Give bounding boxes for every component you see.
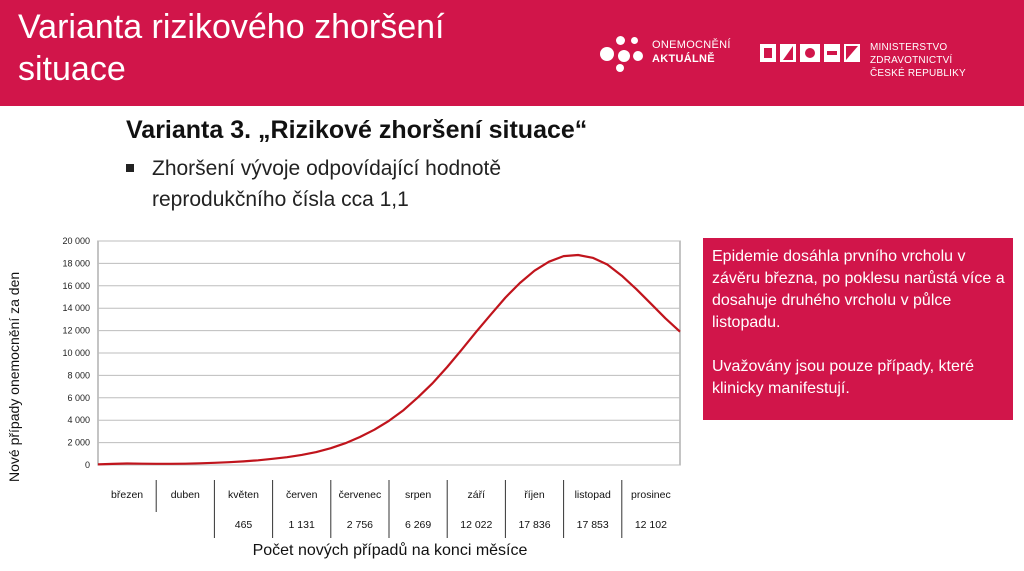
y-tick-label: 2 000 (67, 438, 90, 448)
ministry-line-1: MINISTERSTVO ZDRAVOTNICTVÍ (870, 42, 953, 66)
y-tick-label: 0 (85, 460, 90, 470)
x-category-label: březen (111, 489, 143, 501)
x-category-label: duben (171, 489, 200, 501)
x-category-label: červenec (339, 489, 382, 501)
series-line (97, 253, 681, 466)
bullet-text: Zhoršení vývoje odpovídající hodnotě rep… (152, 157, 502, 211)
callout-paragraph-1: Epidemie dosáhla prvního vrcholu v závěr… (712, 248, 1005, 331)
square-bullet-icon (126, 164, 134, 172)
info-callout: Epidemie dosáhla prvního vrcholu v závěr… (703, 238, 1013, 420)
x-axis-title: Počet nových případů na konci měsíce (252, 542, 528, 559)
month-end-count: 1 131 (289, 519, 315, 531)
logo-line-1: ONEMOCNĚNÍ (652, 39, 731, 51)
epidemic-line-chart: 0 2 000 4 000 6 000 8 000 10 000 12 000 14 000 1… (62, 236, 681, 538)
y-tick-label: 14 000 (62, 303, 90, 313)
y-tick-label: 10 000 (62, 348, 90, 358)
month-end-count: 465 (235, 519, 253, 531)
x-category-label: červen (286, 489, 318, 501)
y-tick-label: 20 000 (62, 236, 90, 246)
month-end-count: 12 102 (635, 519, 667, 531)
dots-logo-icon (600, 34, 646, 74)
header-bar: Varianta rizikového zhoršení situace ONE… (0, 0, 1024, 106)
ministry-emblem-icon (760, 44, 860, 62)
month-end-count: 17 853 (577, 519, 609, 531)
y-tick-label: 4 000 (67, 415, 90, 425)
y-axis-label: Nové případy onemocnění za den (6, 271, 22, 482)
logo-line-2: AKTUÁLNĚ (652, 53, 715, 65)
page-title: Varianta rizikového zhoršení situace (18, 8, 445, 88)
onemocneni-aktualne-logo: ONEMOCNĚNÍ AKTUÁLNĚ (600, 34, 750, 74)
x-category-label: září (468, 489, 486, 501)
x-category-label: říjen (524, 489, 545, 501)
month-end-count: 2 756 (347, 519, 373, 531)
month-end-count: 17 836 (518, 519, 550, 531)
y-tick-label: 6 000 (67, 393, 90, 403)
x-category-label: listopad (575, 489, 611, 501)
x-category-label: srpen (405, 489, 431, 501)
callout-paragraph-2: Uvažovány jsou pouze případy, které klin… (712, 358, 975, 397)
month-end-count: 12 022 (460, 519, 492, 531)
y-tick-label: 8 000 (67, 370, 90, 380)
ministry-line-2: ČESKÉ REPUBLIKY (870, 68, 966, 79)
x-category-label: květen (228, 489, 259, 501)
month-end-count: 6 269 (405, 519, 431, 531)
x-category-label: prosinec (631, 489, 671, 501)
ministry-logo: MINISTERSTVO ZDRAVOTNICTVÍ ČESKÉ REPUBLI… (760, 40, 1020, 79)
y-tick-label: 16 000 (62, 281, 90, 291)
y-tick-label: 12 000 (62, 326, 90, 336)
section-subtitle: Varianta 3. „Rizikové zhoršení situace“ (126, 116, 588, 144)
y-tick-label: 18 000 (62, 258, 90, 268)
